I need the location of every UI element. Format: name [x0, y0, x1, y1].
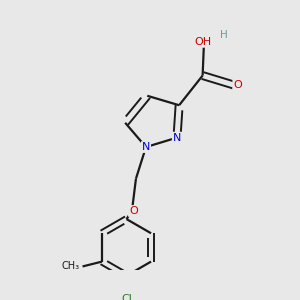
- Text: N: N: [173, 133, 181, 142]
- Text: O: O: [129, 206, 138, 216]
- Text: O: O: [233, 80, 242, 90]
- Text: CH₃: CH₃: [61, 261, 79, 272]
- Text: OH: OH: [194, 37, 211, 47]
- Text: N: N: [142, 142, 150, 152]
- Text: H: H: [220, 30, 228, 40]
- Text: Cl: Cl: [121, 294, 132, 300]
